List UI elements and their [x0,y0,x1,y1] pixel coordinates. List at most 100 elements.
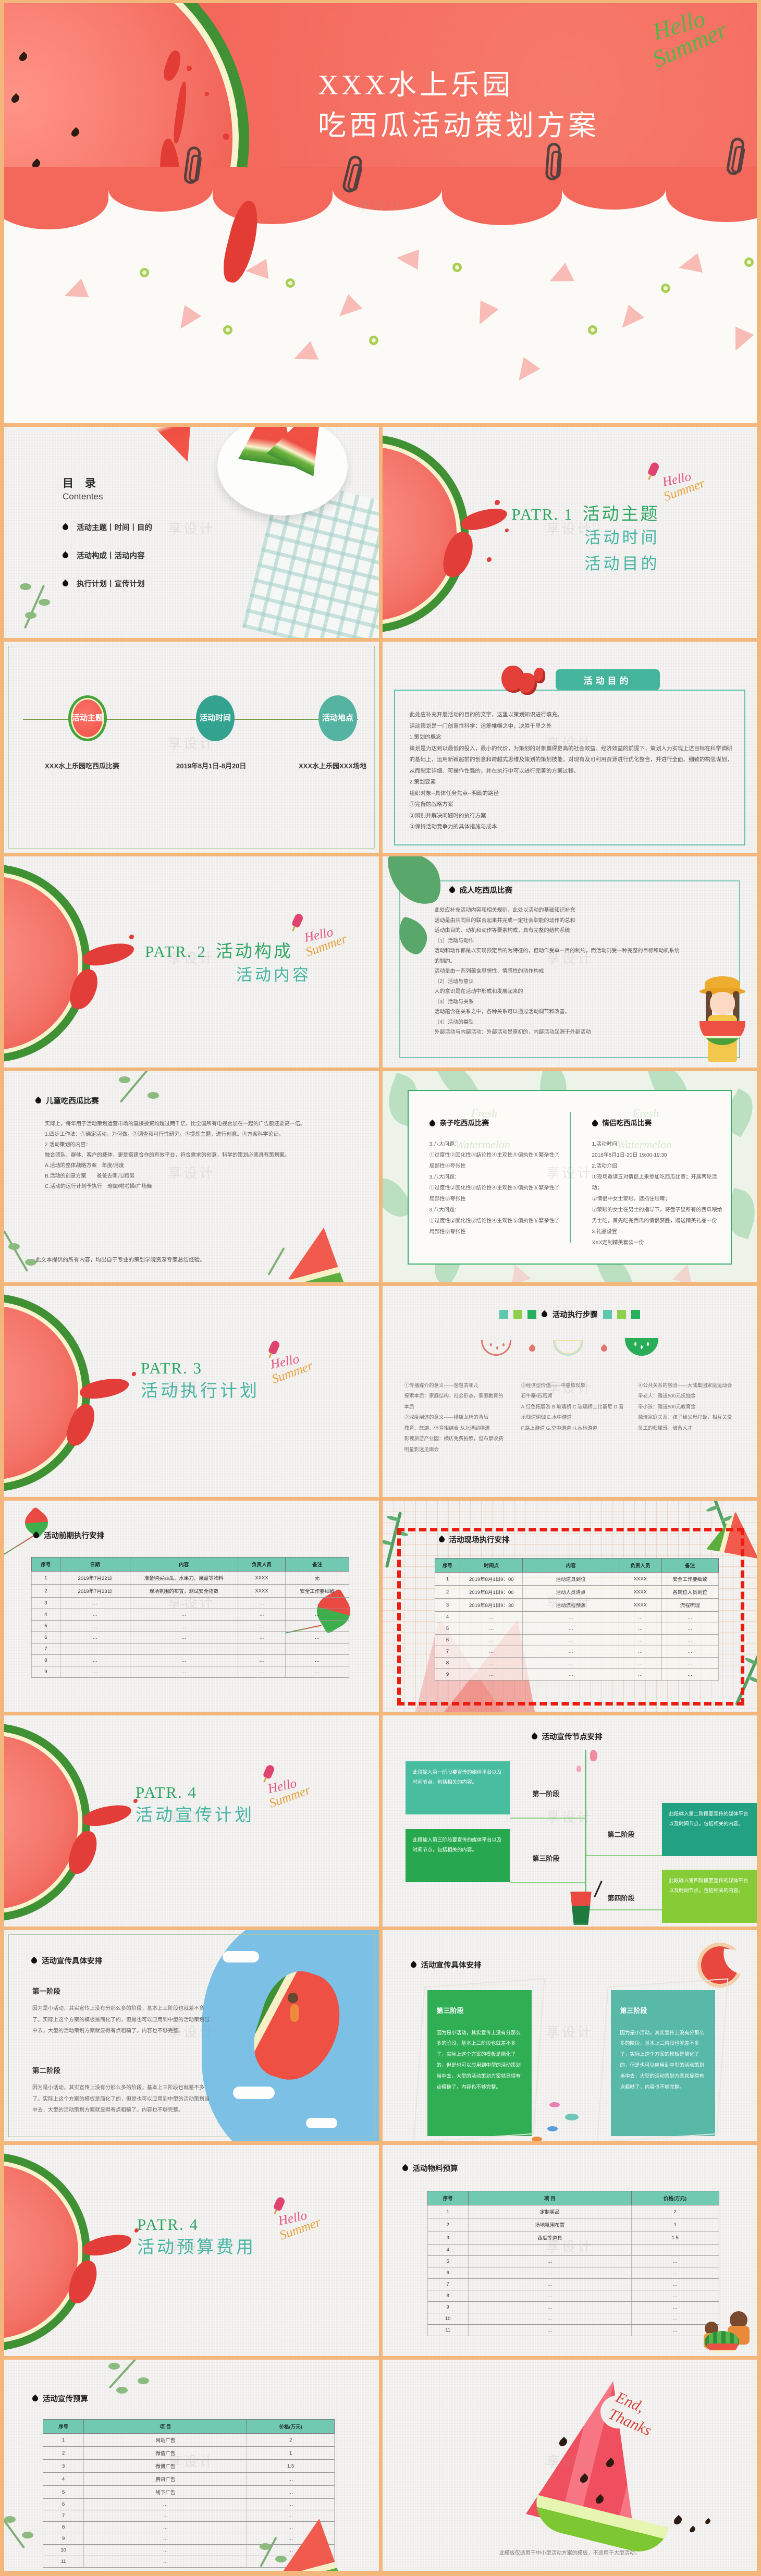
table-cell: … [619,1634,662,1646]
table-cell: … [237,1643,286,1655]
table-cell: … [83,2556,248,2568]
table-cell: XXXX [619,1598,662,1612]
stage-label-4: 第四阶段 [607,1894,635,1902]
table-row: 6…… [42,2498,335,2510]
droplet-icon [530,1732,538,1741]
slide-frame [399,880,740,1058]
table-cell: … [129,1609,238,1621]
text-line: 组织对象--具体任务焦点--明确的路径 [409,790,499,796]
plant-decoration [4,1230,29,1272]
table-cell: XXXX [619,1585,662,1599]
table-cell: … [468,2301,632,2313]
square-decoration [499,1310,508,1319]
table-cell: 1 [631,2218,719,2231]
cover-wave-area [4,167,757,423]
table-cell: … [59,1620,130,1632]
table-cell: 9 [42,2533,84,2545]
cover-title: XXX水上乐园 吃西瓜活动策划方案 [318,65,599,146]
stage-box-1: 此段输入第一阶段要宣传的媒体平台以及时间节点，包括相关的内容。 [405,1761,510,1814]
table-cell: 微信广告 [83,2446,248,2460]
table-cell: … [631,2301,719,2313]
ghost-text: Watermelon [617,1138,672,1151]
ghost-text: Fresh [471,1107,498,1120]
table-cell: … [661,1657,719,1669]
cover-title-line1: XXX水上乐园 [318,69,513,101]
table-cell: … [129,1666,238,1678]
plant-decoration [4,2509,26,2549]
table-row: 2 2019年7月23日 现场氛围的布置，测试安全指数 XXXX 安全工作要细致 [31,1584,349,1598]
text-line: 1.活动时间 [592,1142,617,1148]
skewed-frame [596,1978,728,2141]
text-line: ③蒙眼的女士在男士的指导下，将盘子里所有的西瓜喂给男士吃，首先吃完西瓜的情侣获胜… [592,1207,722,1224]
column-header: 内容 [129,1557,238,1572]
slide-timeline: 活动主题 活动时间 活动地点 XXX水上乐园吃西瓜比赛 2019年8月1日-8月… [4,642,379,853]
droplet-icon [34,1096,43,1105]
part-line1: 活动构成 [215,942,293,961]
table-cell: … [522,1623,620,1635]
table-cell: … [522,1646,620,1658]
purpose-text: 此处应补充开展活动的目的的文字，这里以策划知识进行填充。 活动策划是一门创意性科学… [410,709,737,833]
timeline-label: XXX水上乐园XXX场地 [299,762,367,770]
table-cell: … [237,1654,286,1666]
table-row: 4………… [31,1609,349,1621]
cover-title-line2: 吃西瓜活动策划方案 [318,110,599,142]
popsicle-icon [267,1339,281,1356]
text-line: 人的意识是在活动中形成和发展起来的 [434,989,523,995]
table-row: 4…… [427,2244,719,2256]
part-line1: 活动宣传计划 [136,1806,254,1825]
table-cell: 2 [434,1585,461,1599]
table-cell: 2019年8月1日9：30 [460,1598,523,1612]
toc-list: 活动主题丨时间丨目的 活动构成丨活动内容 执行计划丨宣传计划 [63,522,152,606]
text-line: （2）活动与意识 [434,978,474,985]
slide-pair-contests: Fresh Watermelon Fresh Watermelon 亲子吃西瓜比… [382,1071,757,1282]
table-row: 1 定制奖品 2 [427,2205,719,2218]
watermelon-outline-icon [481,1340,511,1356]
table-cell: 活动流程预演 [522,1598,620,1612]
table-row: 7…… [427,2278,719,2290]
part-code: PATR. 4 [136,1783,197,1801]
table-row: 11…… [427,2324,719,2336]
text-line: XXX定制精美套装一份 [592,1240,644,1246]
table-cell: … [83,2533,248,2545]
table-cell: 2 [31,1584,60,1598]
text-line: ②深度阐述的意义——横店龙椅的背后 [404,1415,489,1421]
purpose-header: 活动目的 [555,669,660,690]
timeline-vertical-line [584,1750,586,1922]
stage-panel-1: 第三阶段 因为是小活动，其实宣传上没有分那么多的阶段，基本上三阶段也就差不多了，… [427,1990,532,2136]
bite-cutout [600,2395,637,2428]
table-cell: 5 [427,2255,469,2267]
table-cell: … [129,1643,238,1655]
slide-pre-schedule: 活动前期执行安排 序号 日期 内容 负责人员 备注 1 2019年7月22日 准备购买西瓜、水… [4,1501,379,1712]
table-cell: … [237,1632,286,1643]
text-line: ①传播媒介的意义——爸爸去哪儿 [404,1383,479,1389]
column-header: 项 目 [468,2191,632,2205]
text-line: 2.活动策划的内容： [45,1142,91,1148]
table-row: 9…… [42,2533,335,2545]
square-decoration [513,1310,522,1319]
column-header: 价格(万元) [247,2419,335,2434]
table-row: 5 线下广告… [42,2485,335,2499]
table-row: 8………… [31,1654,349,1666]
table-cell: … [59,1654,130,1666]
text-line: C.活动的运行计划予执行 瑜伽/啦啦操/广场舞 [45,1184,152,1189]
text-line: 员工的归属感，储备人才 [637,1425,693,1431]
column-header: 项 目 [83,2419,248,2434]
watermelon-half-illustration [4,864,90,1062]
text-line: B.活动的创意方案 爸爸去哪儿/跑男 [45,1173,135,1179]
table-cell: … [661,1634,719,1646]
text-line: F.路上游道 G.空中游道 H.丛林游道 [521,1425,597,1431]
text-line: 探索本质：家庭结构，社会形态，家庭教育的本质 [404,1393,504,1410]
part-line1: 活动主题 [582,505,660,524]
table-row: 4 腾讯广告… [42,2472,335,2486]
table-row: 4………… [434,1611,719,1623]
table-cell: … [247,2498,335,2510]
text-line: ③经济型价值——中惠旅现象 [521,1383,586,1389]
text-line: 3.八大问题： [429,1142,460,1148]
steps-title: 活动执行步骤 [383,1309,757,1320]
column-header: 备注 [661,1558,719,1573]
table-cell: 6 [427,2267,469,2279]
girl-eating-watermelon-illustration [696,976,748,1068]
slide-part4-promo: Hello Summer PATR. 4 活动宣传计划 享设计 [4,1715,379,1927]
bitten-watermelon-icon [697,1943,742,1988]
table-cell: … [83,2544,248,2556]
